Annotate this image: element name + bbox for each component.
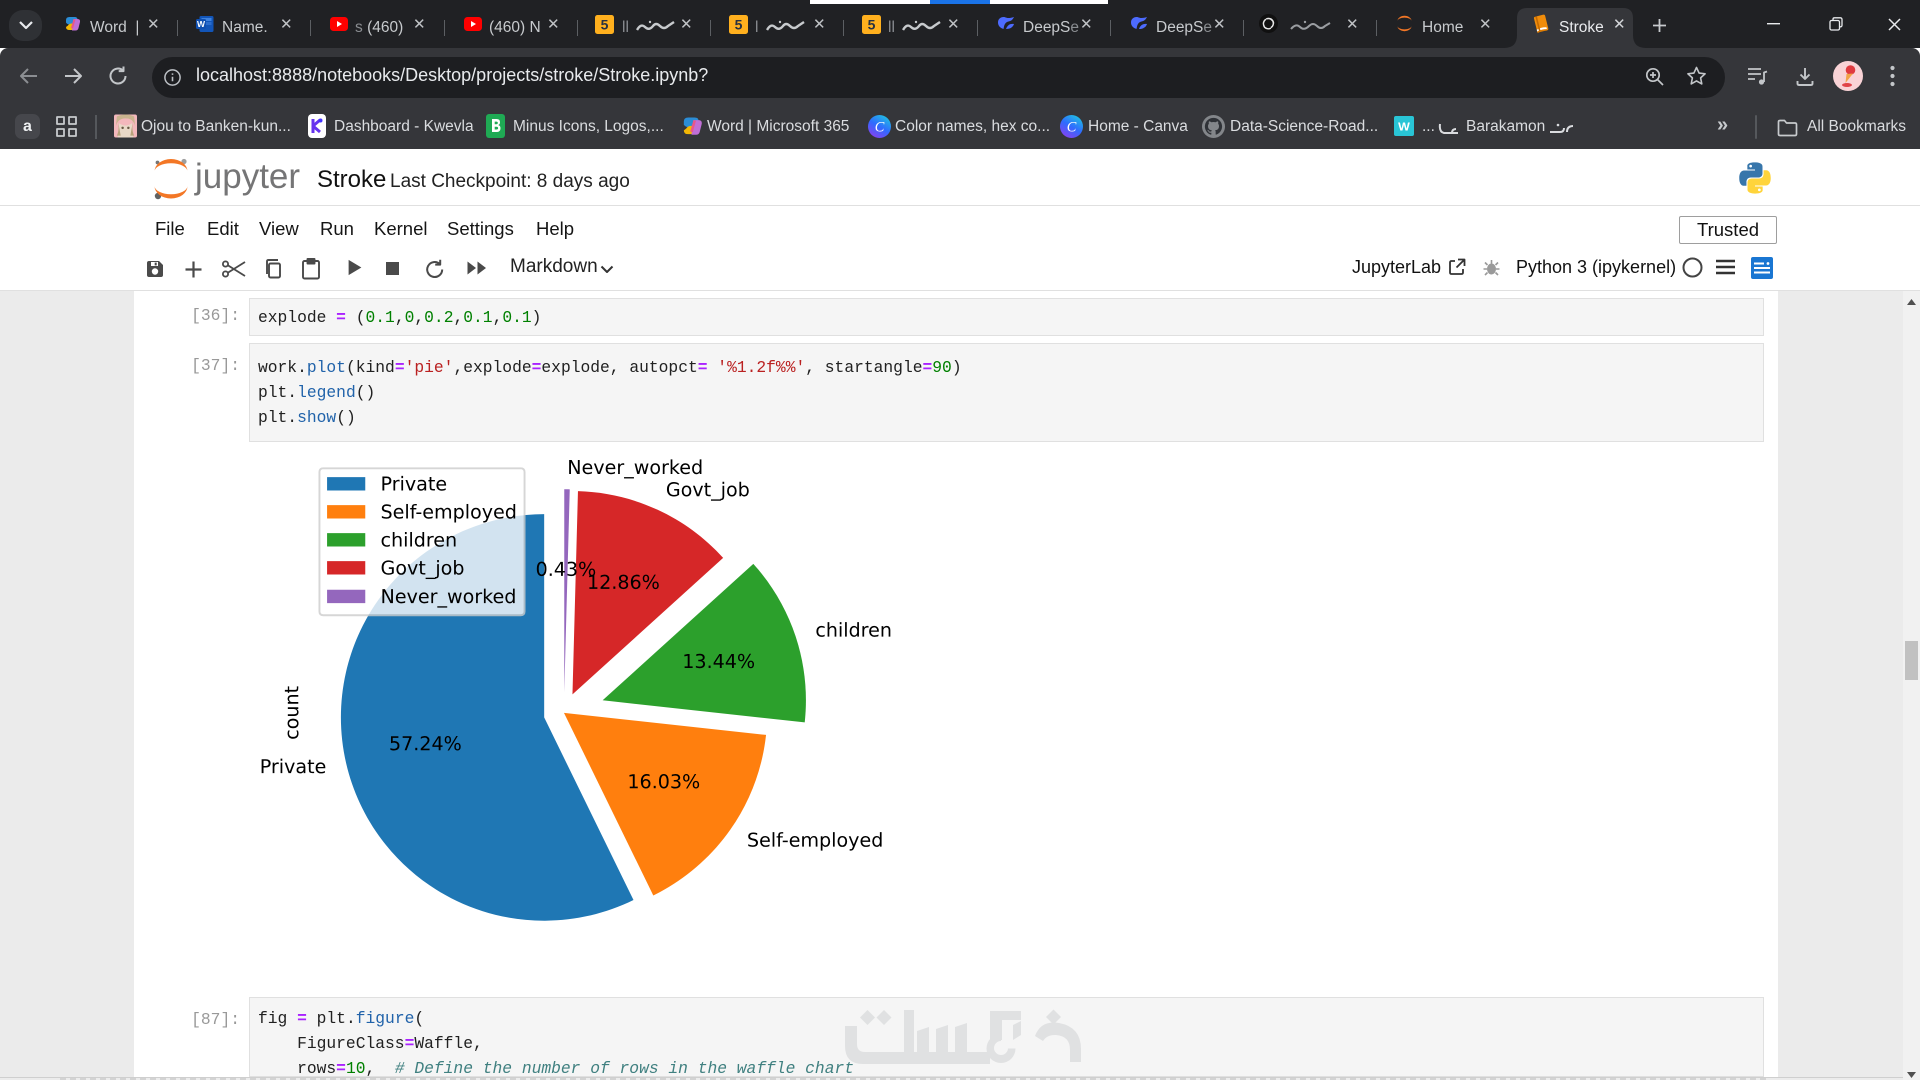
svg-text:W: W [197,19,206,29]
svg-text:C: C [875,119,885,135]
svg-text:C: C [1067,119,1077,135]
svg-text:5: 5 [868,17,876,33]
svg-text:5: 5 [735,17,743,33]
svg-text:W: W [1398,120,1410,134]
svg-text:5: 5 [601,17,609,33]
